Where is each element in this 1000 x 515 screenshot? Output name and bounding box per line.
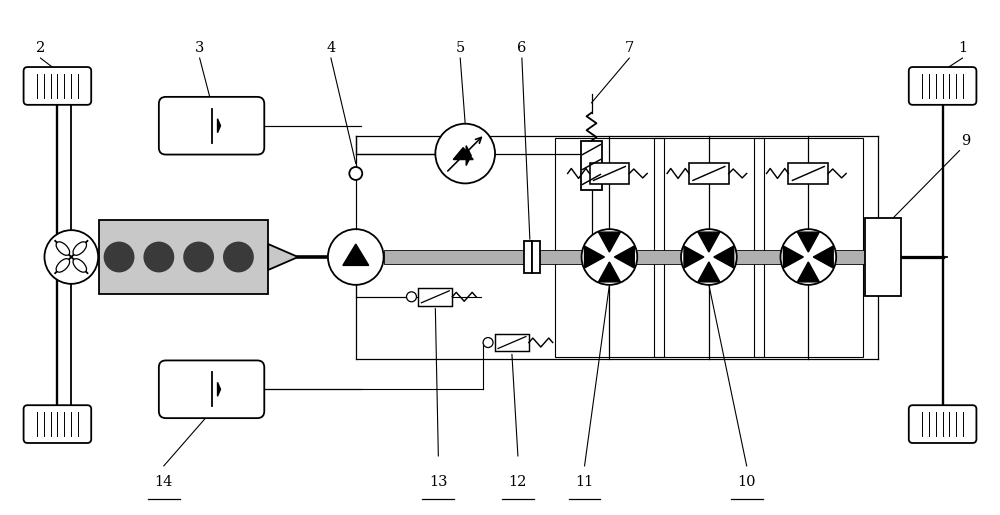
Polygon shape [598, 232, 620, 252]
Bar [654, 138, 764, 357]
Ellipse shape [73, 242, 87, 255]
Polygon shape [813, 246, 833, 268]
Polygon shape [218, 119, 221, 133]
Text: 13: 13 [429, 475, 448, 489]
Polygon shape [343, 244, 369, 265]
Text: 9: 9 [961, 133, 970, 148]
Polygon shape [714, 246, 734, 268]
Circle shape [435, 124, 495, 183]
Bar [689, 163, 729, 184]
Text: 11: 11 [575, 475, 594, 489]
Text: 3: 3 [195, 41, 204, 55]
Circle shape [143, 242, 174, 272]
Polygon shape [268, 244, 298, 270]
FancyBboxPatch shape [24, 405, 91, 443]
Text: 12: 12 [509, 475, 527, 489]
Polygon shape [614, 246, 634, 268]
Polygon shape [797, 232, 819, 252]
Bar [99, 220, 268, 294]
Bar [581, 141, 602, 191]
Polygon shape [698, 262, 720, 282]
Circle shape [681, 229, 737, 285]
Polygon shape [218, 382, 221, 396]
Circle shape [349, 167, 362, 180]
FancyBboxPatch shape [159, 360, 264, 418]
Ellipse shape [56, 259, 70, 272]
Text: 4: 4 [326, 41, 336, 55]
Circle shape [407, 292, 416, 302]
Bar [495, 334, 529, 352]
Bar [865, 218, 901, 296]
Polygon shape [684, 246, 704, 268]
FancyBboxPatch shape [159, 97, 264, 154]
Polygon shape [698, 232, 720, 252]
Bar [788, 163, 828, 184]
Bar [532, 241, 540, 273]
Bar [555, 138, 664, 357]
Polygon shape [783, 246, 803, 268]
Circle shape [780, 229, 836, 285]
Circle shape [104, 242, 134, 272]
Polygon shape [598, 262, 620, 282]
FancyBboxPatch shape [909, 67, 976, 105]
FancyBboxPatch shape [909, 405, 976, 443]
Circle shape [328, 229, 384, 285]
Text: 6: 6 [517, 41, 527, 55]
Polygon shape [466, 146, 471, 165]
Circle shape [483, 337, 493, 348]
Polygon shape [797, 262, 819, 282]
Bar [418, 288, 452, 306]
Bar [754, 138, 863, 357]
Text: 1: 1 [958, 41, 967, 55]
Ellipse shape [56, 242, 70, 255]
FancyBboxPatch shape [24, 67, 91, 105]
Circle shape [183, 242, 214, 272]
Circle shape [44, 230, 98, 284]
Ellipse shape [73, 259, 87, 272]
Text: 5: 5 [456, 41, 465, 55]
Text: 14: 14 [155, 475, 173, 489]
Circle shape [223, 242, 254, 272]
Text: 10: 10 [737, 475, 756, 489]
Bar [524, 241, 532, 273]
Text: 2: 2 [36, 41, 45, 55]
Circle shape [582, 229, 637, 285]
Polygon shape [585, 246, 604, 268]
Bar [590, 163, 629, 184]
Text: 7: 7 [625, 41, 634, 55]
Polygon shape [453, 148, 473, 160]
Bar [384, 250, 865, 264]
